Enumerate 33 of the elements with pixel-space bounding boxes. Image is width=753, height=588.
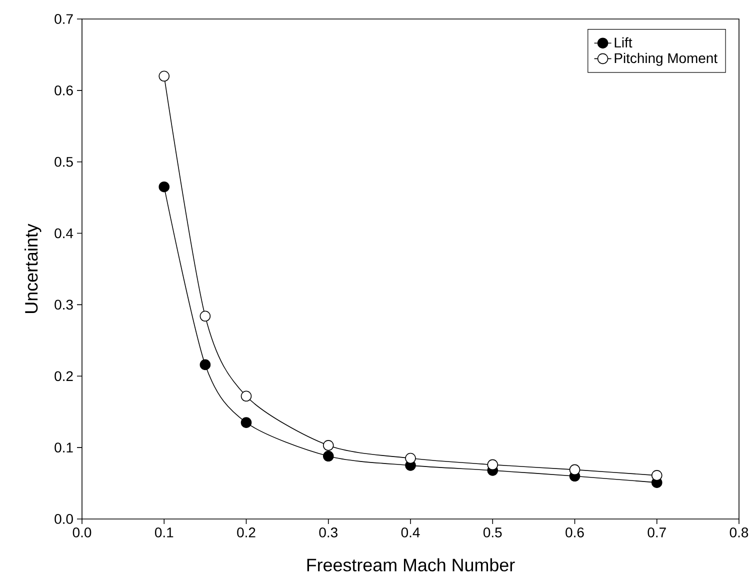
point	[158, 70, 170, 82]
point	[200, 359, 211, 370]
point	[240, 417, 252, 428]
y-tick-label: 0.3	[54, 300, 73, 310]
x-tick-label: 0.4	[401, 528, 420, 538]
x-tick-label: 0.1	[154, 528, 174, 538]
y-axis-title: Uncertainty	[24, 224, 42, 313]
y-tick-label: 0.7	[54, 14, 73, 24]
y-tick-label: 0.2	[54, 371, 73, 382]
y-tick-label: 0.1	[54, 442, 73, 453]
legend-label: Lift	[614, 37, 632, 48]
point	[405, 452, 416, 464]
x-tick-label: 0.8	[730, 528, 748, 538]
point	[651, 470, 662, 481]
y-tick-label: 0.6	[54, 85, 73, 96]
x-axis-title: Freestream Mach Number	[307, 558, 515, 572]
y-tick-label: 0.4	[54, 228, 74, 238]
x-tick-label: 0.2	[237, 528, 256, 538]
x-tick-label: 0.7	[648, 528, 666, 538]
legend-label: Pitching Moment	[614, 52, 718, 66]
x-tick-label: 0.0	[72, 528, 92, 538]
point	[322, 450, 334, 462]
y-tick-label: 0.5	[54, 156, 73, 167]
point	[158, 181, 170, 192]
point	[200, 310, 211, 322]
point	[487, 459, 498, 470]
x-tick-label: 0.6	[566, 528, 584, 538]
point	[240, 390, 252, 402]
x-tick-label: 0.3	[319, 528, 338, 538]
point	[322, 440, 334, 451]
y-tick-label: 0.0	[54, 514, 73, 524]
point	[569, 464, 580, 476]
x-tick-label: 0.5	[483, 528, 502, 538]
